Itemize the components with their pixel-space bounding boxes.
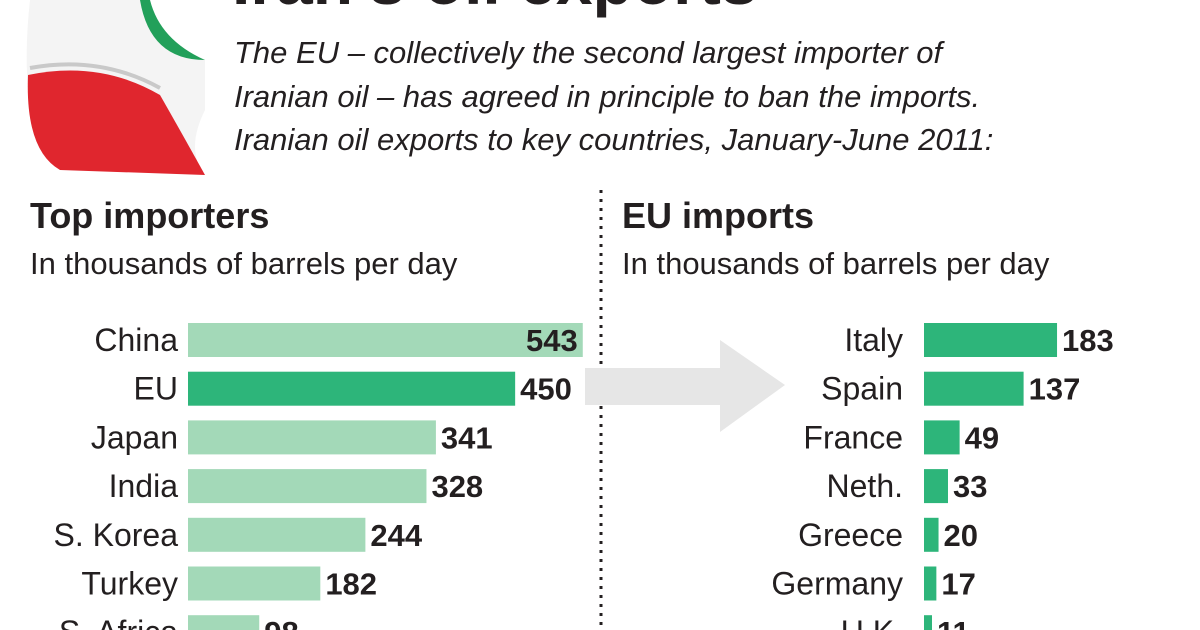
- category-label: France: [803, 419, 903, 455]
- category-label: Japan: [91, 419, 178, 455]
- bar: [924, 615, 932, 630]
- value-label: 328: [431, 469, 483, 504]
- value-label: 341: [441, 420, 493, 455]
- category-label: S. Korea: [53, 517, 178, 553]
- bar: [924, 517, 939, 552]
- value-label: 49: [965, 420, 999, 455]
- value-label: 450: [520, 372, 572, 407]
- value-label: 182: [325, 567, 377, 602]
- category-label: India: [109, 468, 179, 504]
- value-label: 11: [937, 615, 970, 630]
- category-label: China: [94, 322, 178, 358]
- category-label: Spain: [821, 371, 903, 407]
- bar: [188, 371, 516, 406]
- value-label: 17: [941, 567, 975, 602]
- bar: [924, 371, 1024, 406]
- category-label: Greece: [798, 517, 903, 553]
- section-title: Top importers: [30, 195, 269, 236]
- section-subtitle: In thousands of barrels per day: [30, 246, 458, 281]
- category-label: Turkey: [81, 566, 178, 602]
- section-subtitle: In thousands of barrels per day: [622, 246, 1050, 281]
- bar: [924, 566, 937, 601]
- category-label: Neth.: [827, 468, 903, 504]
- flag: [26, 0, 206, 175]
- bar: [924, 323, 1058, 357]
- bar: [188, 615, 260, 630]
- subtitle-line: Iranian oil exports to key countries, Ja…: [234, 122, 993, 157]
- category-label: Italy: [844, 322, 903, 358]
- value-label: 98: [264, 615, 298, 630]
- section-title: EU imports: [622, 195, 814, 236]
- bar: [924, 420, 960, 455]
- bar: [188, 517, 366, 552]
- subtitle-line: Iranian oil – has agreed in principle to…: [234, 79, 980, 114]
- category-label: Germany: [771, 566, 903, 602]
- subtitle-line: The EU – collectively the second largest…: [234, 35, 946, 70]
- category-label: U.K.: [841, 614, 903, 630]
- value-label: 20: [944, 518, 978, 553]
- value-label: 137: [1029, 372, 1081, 407]
- arrow: [585, 340, 785, 432]
- bar: [924, 469, 948, 504]
- bar: [188, 469, 427, 504]
- category-label: S. Africa: [59, 614, 178, 630]
- bar: [188, 323, 583, 357]
- title: Iran's oil exports: [232, 0, 758, 18]
- value-label: 33: [953, 469, 987, 504]
- value-label: 244: [370, 518, 422, 553]
- value-label: 543: [526, 323, 578, 358]
- category-label: EU: [134, 371, 178, 407]
- bar: [188, 566, 321, 601]
- value-label: 183: [1062, 323, 1114, 358]
- bar: [188, 420, 436, 455]
